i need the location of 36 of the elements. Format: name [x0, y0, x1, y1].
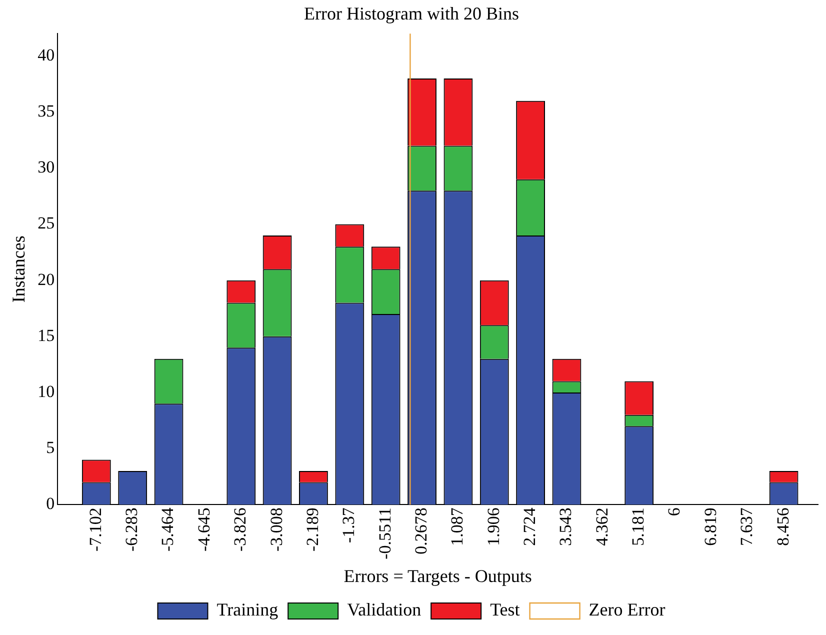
x-tick-label: -5.464: [158, 507, 178, 552]
x-tick-label: 7.637: [737, 507, 756, 546]
y-tick-label: 35: [38, 102, 55, 121]
legend-label: Training: [216, 600, 278, 620]
x-tick-label: -0.5511: [375, 508, 394, 560]
x-tick-label: -7.102: [86, 508, 105, 552]
x-tick-label: 0.2678: [411, 508, 430, 554]
x-tick-label: -3.826: [230, 508, 250, 552]
y-tick-label: 5: [46, 438, 55, 458]
legend-label: Validation: [347, 600, 422, 620]
x-tick-label: 4.362: [592, 508, 612, 546]
y-tick-label: 0: [46, 494, 55, 514]
y-tick-label: 15: [38, 326, 55, 345]
x-tick-label: 1.087: [448, 507, 467, 546]
x-tick-label: -3.008: [266, 508, 286, 552]
x-tick-label: 1.906: [484, 508, 503, 546]
x-tick-label: 6.819: [700, 508, 720, 546]
x-tick-label: 8.456: [773, 508, 792, 546]
legend-label: Zero Error: [588, 600, 666, 620]
x-tick-label: 2.724: [520, 507, 540, 546]
x-tick-label: -4.645: [194, 508, 214, 552]
x-tick-label: -6.283: [122, 508, 142, 552]
y-tick-label: 20: [38, 270, 55, 289]
chart-title: Error Histogram with 20 Bins: [304, 4, 519, 24]
x-tick-label: 5.181: [628, 508, 648, 546]
y-tick-label: 40: [38, 46, 55, 64]
x-tick-label: 3.543: [556, 508, 576, 546]
y-tick-label: 30: [38, 158, 55, 177]
y-axis-title: Instances: [8, 236, 29, 303]
legend-label: Test: [490, 600, 520, 620]
x-tick-label: 6: [664, 508, 684, 516]
x-tick-label: -1.37: [339, 507, 358, 544]
y-tick-label: 25: [38, 214, 55, 233]
y-tick-label: 10: [38, 382, 55, 401]
x-axis-title: Errors = Targets - Outputs: [344, 566, 532, 586]
x-tick-label: -2.189: [302, 508, 322, 552]
